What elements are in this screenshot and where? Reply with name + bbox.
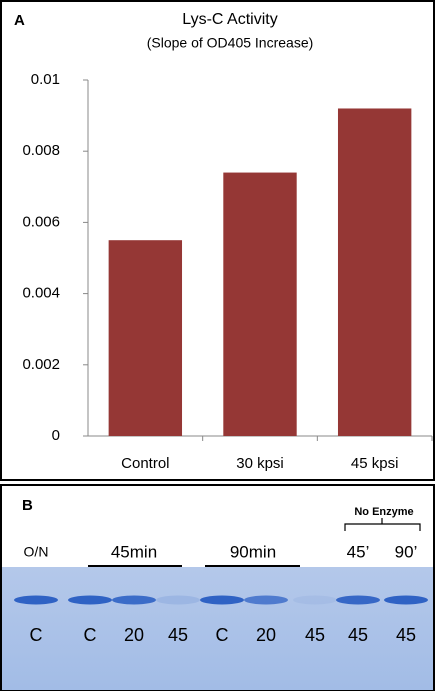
- lane-label: 45: [305, 625, 325, 645]
- lane-group-label: 45’: [347, 542, 370, 561]
- x-tick-label: 30 kpsi: [236, 455, 284, 472]
- gel-band: [68, 596, 112, 605]
- panel-label: A: [14, 12, 25, 29]
- lane-label: 20: [256, 625, 276, 645]
- gel-band: [156, 596, 200, 605]
- chart-title: Lys-C Activity: [182, 11, 277, 28]
- lane-group-label: 90’: [395, 542, 418, 561]
- plot: 0 0.002 0.004 0.006 0.008 0.01 Control 30 kpsi 4…: [22, 71, 432, 472]
- gel-band: [112, 596, 156, 605]
- x-tick-label: Control: [121, 455, 169, 472]
- chart-subtitle: (Slope of OD405 Increase): [147, 35, 314, 51]
- panel-label: B: [22, 497, 33, 514]
- lane-group-label: O/N: [24, 544, 49, 560]
- gel-band: [200, 596, 244, 605]
- bar: [338, 108, 411, 436]
- gel-band: [14, 596, 58, 605]
- lane-label: C: [84, 625, 97, 645]
- lane-group-label: 90min: [230, 542, 276, 561]
- y-tick-label: 0: [52, 427, 60, 444]
- x-tick-label: 45 kpsi: [351, 455, 399, 472]
- y-tick-label: 0.01: [31, 71, 60, 88]
- bracket: [345, 518, 420, 531]
- lane-label: 45: [348, 625, 368, 645]
- gel-band: [244, 596, 288, 605]
- y-tick-label: 0.002: [22, 356, 60, 373]
- y-tick-label: 0.004: [22, 285, 60, 302]
- lane-group-label: 45min: [111, 542, 157, 561]
- gel-band: [293, 596, 337, 605]
- bar: [223, 173, 296, 436]
- figure: A Lys-C Activity (Slope of OD405 Increas…: [0, 0, 435, 691]
- lane-label: 45: [396, 625, 416, 645]
- gel-band: [384, 596, 428, 605]
- bar: [109, 240, 182, 436]
- lane-label: 45: [168, 625, 188, 645]
- lane-label: C: [30, 625, 43, 645]
- y-tick-label: 0.006: [22, 213, 60, 230]
- lane-label: C: [216, 625, 229, 645]
- lane-label: 20: [124, 625, 144, 645]
- gel-band: [336, 596, 380, 605]
- group-label: No Enzyme: [354, 506, 413, 518]
- y-tick-label: 0.008: [22, 142, 60, 159]
